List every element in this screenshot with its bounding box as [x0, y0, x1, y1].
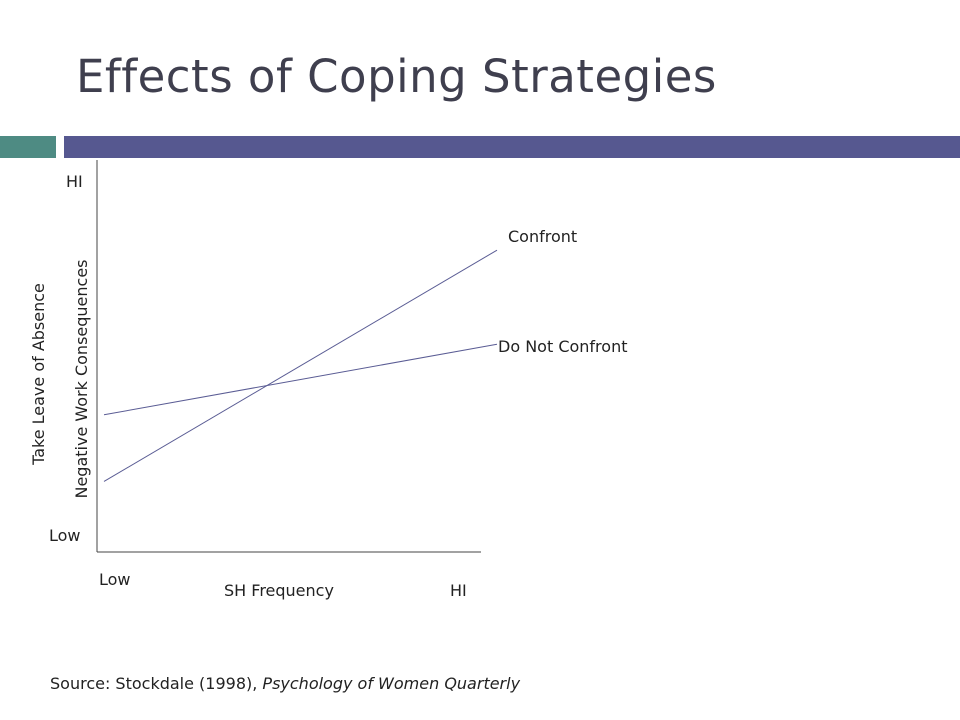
series-line-do-not-confront — [103, 343, 498, 416]
accent-bar-navy — [64, 136, 960, 158]
x-tick-label-hi: HI — [450, 581, 467, 600]
y-tick-label-low: Low — [49, 526, 81, 545]
source-prefix: Source: Stockdale (1998), — [50, 674, 263, 693]
y-axis-label-inner: Negative Work Consequences — [72, 259, 91, 498]
source-citation: Source: Stockdale (1998), Psychology of … — [50, 674, 520, 693]
source-journal: Psychology of Women Quarterly — [262, 674, 521, 693]
series-layer: Confront Do Not Confront — [103, 227, 627, 482]
y-tick-label-hi: HI — [66, 172, 83, 191]
x-tick-label-low: Low — [99, 570, 131, 589]
series-label-do-not-confront: Do Not Confront — [498, 337, 627, 356]
x-axis-label: SH Frequency — [224, 581, 334, 600]
slide-title: Effects of Coping Strategies — [76, 50, 717, 103]
accent-bar-teal — [0, 136, 56, 158]
series-line-confront — [103, 249, 498, 482]
series-label-confront: Confront — [508, 227, 577, 246]
y-axis-label-outer: Take Leave of Absence — [29, 283, 48, 466]
